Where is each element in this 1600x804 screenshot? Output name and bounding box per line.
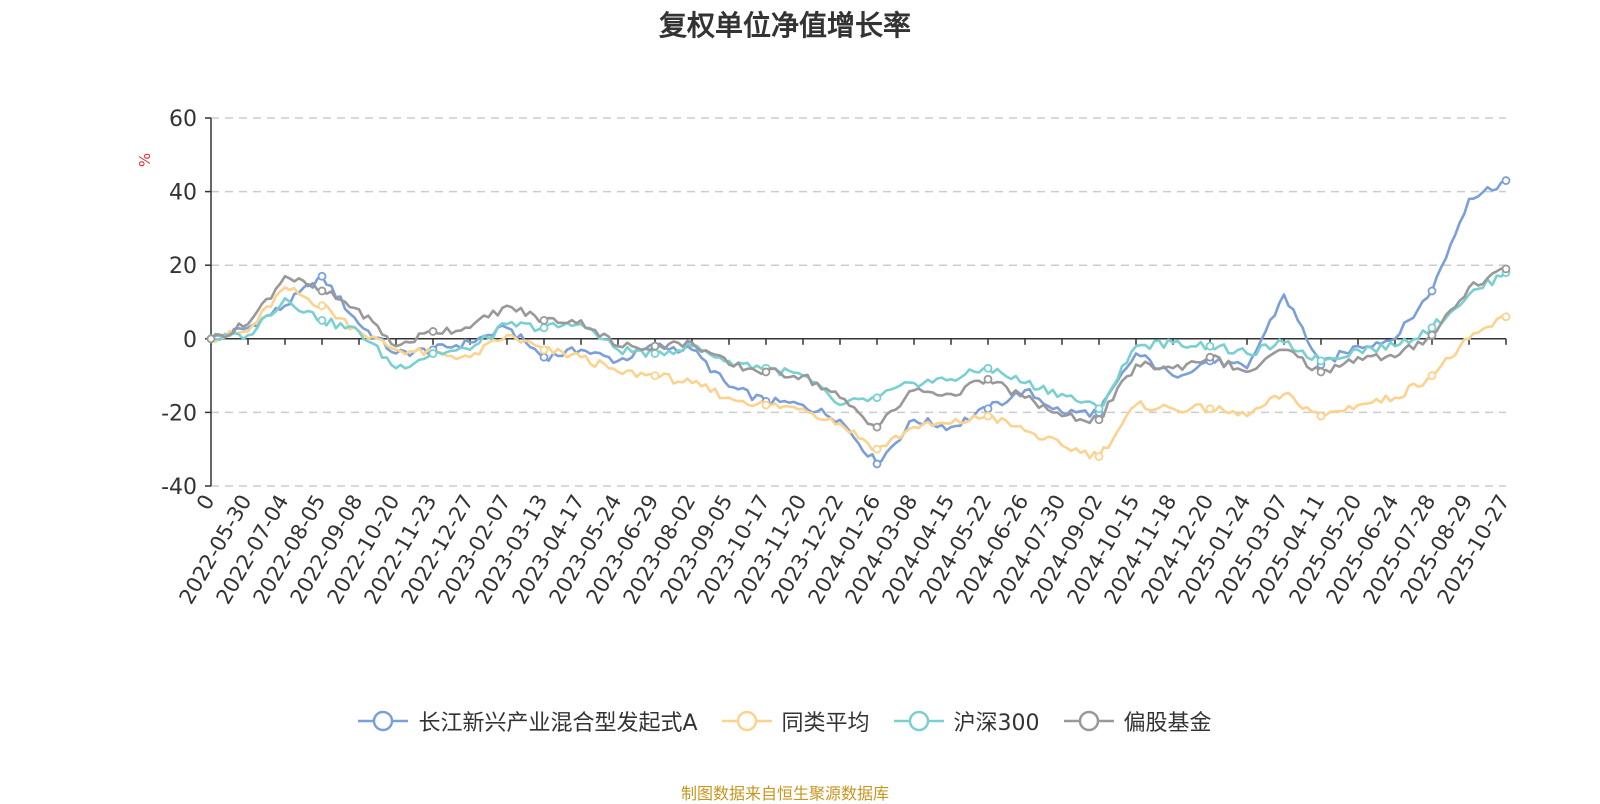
data-point	[983, 411, 993, 421]
legend-item[interactable]: 沪深300	[893, 705, 1040, 737]
data-point	[539, 315, 549, 325]
data-point	[317, 286, 327, 296]
data-point	[983, 363, 993, 373]
axes	[205, 117, 1507, 487]
y-tick-label: 40	[169, 181, 197, 206]
data-point	[1316, 356, 1326, 366]
data-point	[539, 352, 549, 362]
data-point	[872, 459, 882, 469]
series-lines	[206, 176, 1511, 469]
legend-item[interactable]: 同类平均	[721, 705, 870, 737]
legend: 长江新兴产业混合型发起式A 同类平均 沪深300 偏股基金	[0, 705, 1570, 737]
data-point	[1094, 415, 1104, 425]
data-point	[1316, 411, 1326, 421]
legend-label: 同类平均	[781, 711, 870, 736]
data-point	[650, 349, 660, 358]
data-point	[317, 271, 327, 281]
data-point	[1205, 341, 1215, 351]
data-point	[983, 374, 993, 384]
legend-label: 沪深300	[953, 711, 1040, 736]
data-point	[872, 444, 882, 454]
data-point	[872, 393, 882, 403]
data-point	[872, 422, 882, 432]
data-point	[983, 404, 993, 414]
series-line	[210, 179, 1507, 466]
data-point	[1501, 312, 1511, 322]
data-point	[1205, 352, 1215, 362]
legend-label: 长江新兴产业混合型发起式A	[418, 711, 698, 736]
y-tick-label: -40	[161, 475, 197, 500]
y-tick-label: 60	[169, 107, 197, 132]
legend-label: 偏股基金	[1123, 711, 1212, 736]
y-tick-label: 0	[183, 328, 197, 353]
data-point	[1427, 330, 1437, 340]
data-point	[650, 341, 660, 351]
data-point	[206, 334, 216, 344]
legend-line-circle-icon	[1063, 710, 1114, 732]
data-point	[539, 345, 549, 355]
x-tick-label: 0	[192, 491, 219, 515]
data-point	[428, 349, 438, 358]
y-tick-label: -20	[161, 401, 197, 426]
chart-title: 复权单位净值增长率	[658, 9, 911, 42]
chart-plot: % -40-20020406002022-05-302022-07-042022…	[136, 107, 1514, 608]
gridlines	[211, 117, 1506, 487]
data-point	[1094, 404, 1104, 414]
legend-line-circle-icon	[893, 710, 944, 732]
series-line	[210, 271, 1507, 411]
y-axis-label: %	[136, 153, 154, 167]
data-point	[761, 400, 771, 410]
y-tick-label: 20	[169, 254, 197, 279]
data-point	[1094, 452, 1104, 461]
data-point	[317, 301, 327, 311]
series-line	[210, 267, 1507, 429]
data-source-note: 制图数据来自恒生聚源数据库	[680, 784, 889, 803]
data-point	[650, 371, 660, 381]
data-point	[1427, 286, 1437, 296]
tick-labels: -40-20020406002022-05-302022-07-042022-0…	[161, 107, 1514, 608]
data-point	[1501, 176, 1511, 185]
data-point	[317, 315, 327, 325]
data-point	[1501, 264, 1511, 274]
legend-line-circle-icon	[358, 710, 409, 732]
data-point	[761, 367, 771, 377]
legend-item[interactable]: 偏股基金	[1063, 705, 1212, 737]
data-point	[1427, 371, 1437, 381]
data-point	[1427, 323, 1437, 333]
data-point	[539, 323, 549, 333]
legend-item[interactable]: 长江新兴产业混合型发起式A	[358, 705, 698, 737]
data-point	[1316, 367, 1326, 377]
series-line	[210, 285, 1507, 460]
legend-line-circle-icon	[721, 710, 772, 732]
data-point	[428, 327, 438, 336]
data-point	[1205, 404, 1215, 414]
